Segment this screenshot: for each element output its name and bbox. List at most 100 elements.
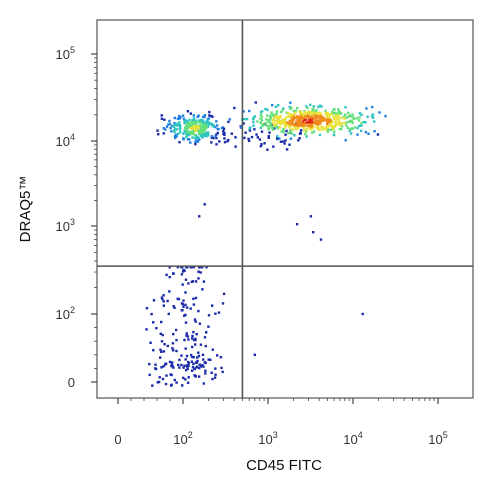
x-axis-title: CD45 FITC (246, 457, 322, 474)
event-dot (228, 118, 231, 121)
plot-frame (96, 19, 474, 399)
event-dot (291, 121, 295, 124)
y-axis-title: DRAQ5™ (17, 176, 34, 243)
event-dot (329, 124, 332, 127)
event-dot (176, 266, 180, 269)
event-dot (315, 116, 318, 120)
event-dot (192, 117, 196, 120)
event-dot (360, 122, 363, 125)
event-dot (303, 111, 306, 114)
event-dot (168, 290, 171, 293)
event-dot (370, 115, 374, 118)
event-dot (283, 142, 286, 145)
event-dot (274, 119, 277, 122)
event-dot (216, 131, 219, 135)
event-dot (183, 314, 186, 317)
event-dot (267, 135, 270, 138)
event-dot (222, 292, 226, 296)
event-dot (277, 116, 280, 119)
event-dot (334, 123, 337, 126)
event-dot (191, 334, 194, 338)
event-dot (367, 132, 370, 135)
event-dot (202, 115, 205, 119)
event-dot (345, 124, 348, 127)
event-dot (357, 124, 361, 128)
event-dot (175, 338, 178, 342)
event-dot (197, 270, 200, 273)
event-dot (166, 344, 169, 348)
event-dot (291, 128, 295, 131)
event-dot (197, 354, 201, 358)
event-dot (183, 119, 186, 123)
event-dot (209, 358, 212, 361)
event-dot (366, 115, 369, 118)
event-dot (206, 131, 210, 134)
event-dot (197, 126, 200, 129)
event-dot (206, 125, 210, 128)
event-dot (201, 363, 204, 367)
event-dot (327, 113, 330, 117)
event-dot (151, 384, 154, 387)
event-dot (330, 126, 334, 129)
event-dot (252, 124, 255, 127)
event-dot (310, 115, 314, 119)
event-dot (329, 113, 332, 116)
event-dot (184, 378, 187, 381)
event-dot (207, 358, 210, 361)
event-dot (203, 203, 206, 206)
event-dot (171, 361, 174, 364)
x-tick-label: 105 (428, 430, 447, 447)
event-dot (273, 124, 276, 127)
event-dot (181, 270, 185, 273)
event-dot (312, 125, 316, 128)
event-dot (313, 121, 317, 124)
event-dot (170, 363, 173, 366)
event-dot (350, 127, 353, 130)
event-dot (194, 361, 198, 364)
event-dot (288, 124, 291, 128)
event-dot (340, 125, 344, 128)
event-dot (313, 114, 316, 117)
event-dot (282, 140, 285, 143)
event-dot (182, 305, 185, 308)
event-dot (259, 145, 263, 148)
event-dot (327, 125, 330, 128)
event-dot (276, 120, 280, 123)
event-dot (176, 297, 179, 301)
event-dot (199, 271, 202, 274)
event-dot (189, 266, 192, 269)
event-dot (221, 370, 224, 374)
event-dot (280, 130, 283, 133)
event-dot (297, 124, 300, 127)
event-dot (210, 371, 213, 374)
event-dot (297, 139, 300, 142)
event-dot (362, 120, 365, 124)
event-dot (197, 114, 200, 117)
event-dot (319, 112, 323, 115)
event-dot (159, 332, 162, 335)
event-dot (180, 273, 184, 276)
event-dot (247, 137, 250, 141)
event-dot (244, 131, 247, 134)
event-dot (164, 128, 167, 131)
event-dot (168, 360, 172, 364)
event-dot (340, 112, 343, 115)
event-dot (275, 116, 278, 119)
event-dot (201, 136, 204, 139)
event-dot (298, 119, 301, 122)
event-dot (186, 110, 190, 113)
event-dot (209, 122, 213, 126)
event-dot (347, 120, 351, 124)
event-dot (347, 115, 350, 118)
event-dot (296, 120, 299, 123)
event-dot (254, 101, 257, 104)
event-dot (284, 133, 287, 136)
event-dot (162, 294, 165, 297)
event-dot (304, 118, 308, 121)
event-dot (340, 122, 343, 125)
event-dot (214, 312, 217, 315)
event-dot (215, 120, 218, 123)
event-dot (318, 128, 322, 132)
event-dot (192, 330, 195, 334)
event-dot (313, 117, 316, 120)
